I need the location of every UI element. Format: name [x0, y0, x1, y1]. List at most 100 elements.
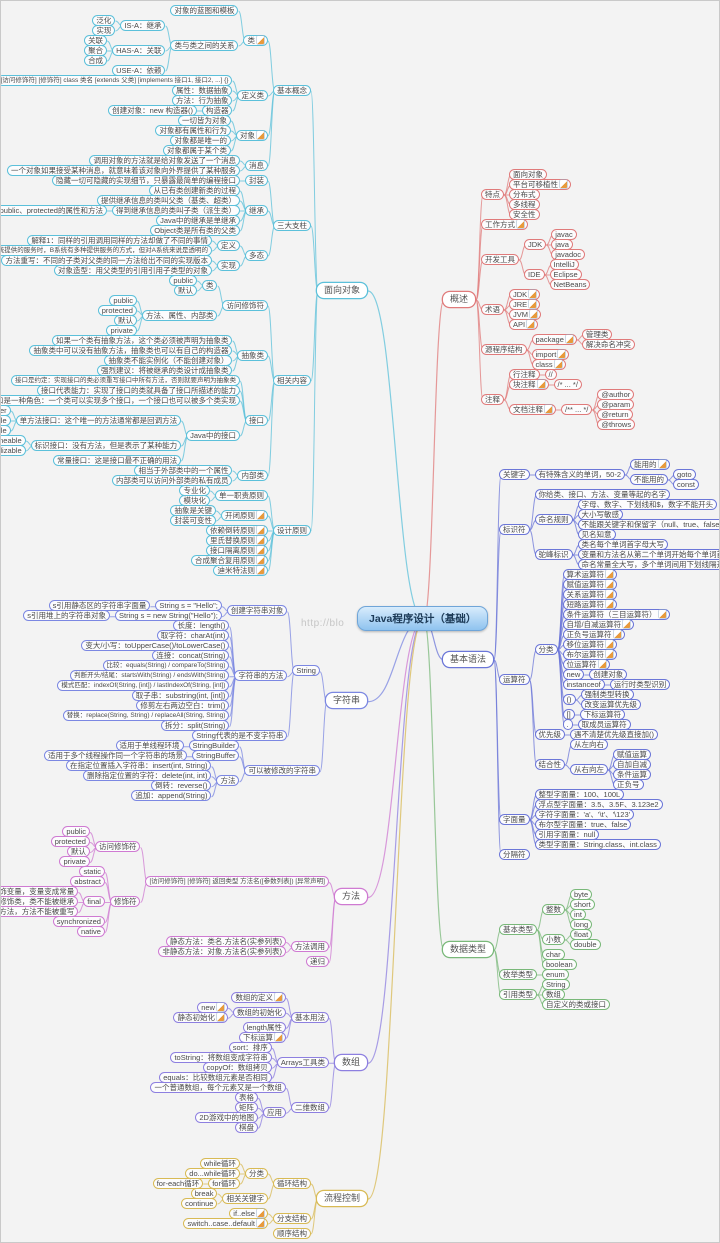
mindmap-node: 方法、属性、内部类 — [142, 310, 217, 320]
mindmap-node: 运算符 — [500, 674, 529, 684]
node-label: 依赖倒转原则 — [209, 525, 255, 535]
node-label: 访问修饰符 — [98, 842, 137, 851]
mindmap-node: String代表的是不变字符串 — [193, 731, 287, 741]
note-icon — [256, 131, 264, 139]
mindmap-node: JDK — [525, 239, 546, 249]
node-label: 默认 — [70, 847, 86, 856]
node-label: 下标运算 — [242, 1032, 273, 1042]
mindmap-node: 隐藏一切可隐藏的实现细节，只暴露最简单的编程接口 — [52, 175, 239, 185]
mindmap-node: 浮点型字面量：3.5、3.5F、3.123e2 — [535, 799, 662, 809]
mindmap-node: instanceof — [563, 679, 604, 689]
node-label: 整数 — [546, 904, 562, 914]
mindmap-node: 条件运算 — [614, 769, 651, 779]
mindmap-node: 标识接口：没有方法，但是表示了某种能力 — [31, 440, 181, 450]
node-label: continue — [185, 1198, 214, 1208]
mindmap-node: StringBuffer — [193, 751, 239, 761]
mindmap-node: 对象都属于某个类 — [163, 145, 230, 155]
node-label: 封装 — [248, 175, 264, 185]
mindmap-node: 取字符：charAt(int) — [157, 631, 229, 641]
node-label: 改变运算优先级 — [584, 699, 638, 709]
mindmap-node: Arrays工具类 — [277, 1057, 328, 1067]
mindmap-node: 关系运算符 — [563, 589, 617, 599]
mindmap-node: equals：比较数组元素是否相同 — [160, 1072, 271, 1082]
node-label: HAS-A：关联 — [116, 45, 162, 55]
node-label: private — [110, 325, 133, 335]
mindmap-node: switch..case..default — [184, 1218, 267, 1228]
node-label: class — [535, 359, 553, 369]
mindmap-node: JRE — [510, 299, 540, 309]
mindmap-node: for循环 — [209, 1178, 239, 1188]
node-label: 基本类型 — [503, 924, 534, 934]
node-label: if..else — [233, 1208, 255, 1218]
mindmap-node: 修饰方法，方法不能被重写 — [1, 907, 78, 916]
node-label: 大小写敏感 — [581, 509, 620, 519]
node-label: 迪米特法则 — [217, 565, 255, 575]
mindmap-node: 方法 — [217, 776, 239, 786]
mindmap-node: if..else — [230, 1208, 267, 1218]
mindmap-node: 追加：append(String) — [132, 791, 211, 801]
node-label: 字符串 — [332, 695, 360, 706]
mindmap-node: 一切皆为对象 — [178, 115, 230, 125]
mindmap-node: 封装可变性 — [171, 515, 215, 525]
mindmap-node: 赋值运算 — [614, 749, 651, 759]
mindmap-node: Eclipse — [550, 269, 581, 279]
mindmap-node: 三大支柱 — [273, 220, 310, 230]
mindmap-node: 能用的 — [631, 459, 669, 469]
mindmap-node: 接口隔离原则 — [206, 545, 267, 555]
node-label: 从左向右 — [574, 739, 605, 749]
node-label: Serializable — [0, 445, 22, 455]
mindmap-node: enum — [543, 969, 568, 979]
node-label: 倒转：reverse() — [154, 781, 208, 791]
mindmap-node: 循环结构 — [273, 1178, 310, 1188]
node-label: 优先级 — [538, 729, 562, 739]
node-label: Comparable — [0, 425, 7, 435]
mindmap-node: 引用字面量：null — [535, 829, 599, 839]
mindmap-node: 改变运算优先级 — [581, 699, 641, 709]
node-label: float — [574, 929, 589, 939]
note-icon — [274, 1033, 282, 1042]
node-label: Eclipse — [553, 269, 578, 279]
node-label: 应用 — [266, 1107, 282, 1117]
mindmap-node: 管理类 — [582, 329, 612, 339]
mindmap-node: 解释1：同样的引用调用同样的方法却做了不同的事情 — [28, 235, 211, 245]
mindmap-node: 一个普通数组，每个元素又是一个数组 — [151, 1082, 285, 1092]
node-label: 概述 — [450, 293, 469, 304]
mindmap-node: 数组的定义 — [232, 992, 285, 1002]
mindmap-node: 对象都有属性和行为 — [156, 125, 230, 135]
node-label: 方法 — [220, 776, 236, 786]
mindmap-node: 分支结构 — [273, 1213, 310, 1223]
node-label: 比较：equals(String) / compareTo(String) — [106, 662, 226, 670]
node-label: 流程控制 — [323, 1192, 360, 1203]
note-icon — [658, 460, 666, 468]
node-label: Cloneable — [1, 435, 22, 445]
node-label: @param — [601, 399, 631, 409]
mindmap-node: 类名每个单词首字母大写 — [578, 539, 668, 549]
node-label: s引用静态区的字符串字面量 — [52, 601, 147, 611]
note-icon — [216, 1003, 224, 1012]
node-label: 取成员运算符 — [581, 719, 627, 729]
mindmap-node: 关联 — [85, 35, 107, 45]
node-label: 字面量 — [503, 814, 526, 824]
node-label: 对象造型：用父类型的引用引用子类型的对象 — [57, 265, 208, 275]
node-label: @return — [601, 409, 629, 419]
mindmap-node: NetBeans — [550, 279, 590, 289]
node-label: 相关关键字 — [226, 1193, 264, 1203]
node-label: 注释 — [485, 394, 501, 404]
mindmap-node: 自加自减 — [614, 759, 651, 769]
mindmap-node: private — [60, 857, 89, 866]
mindmap-node: abstract — [71, 877, 104, 886]
node-label: 布尔运算符 — [566, 649, 605, 659]
node-label: String — [296, 666, 316, 676]
node-label: 变大/小写：toUpperCase()/toLowerCase() — [85, 641, 226, 651]
node-label: 类 — [247, 35, 255, 45]
node-label: String s = "Hello"; — [159, 601, 218, 611]
mindmap-node: 设计原则 — [273, 525, 310, 535]
node-label: 解决命名冲突 — [585, 339, 631, 349]
mindmap-node: public — [63, 827, 89, 836]
node-label: 字母、数字、下划线和$，数字不能开头 — [581, 499, 714, 509]
node-label: 封装可变性 — [174, 515, 212, 525]
mindmap-node: HAS-A：关联 — [113, 45, 165, 55]
node-label: 合成 — [88, 55, 104, 65]
node-label: long — [574, 919, 589, 929]
